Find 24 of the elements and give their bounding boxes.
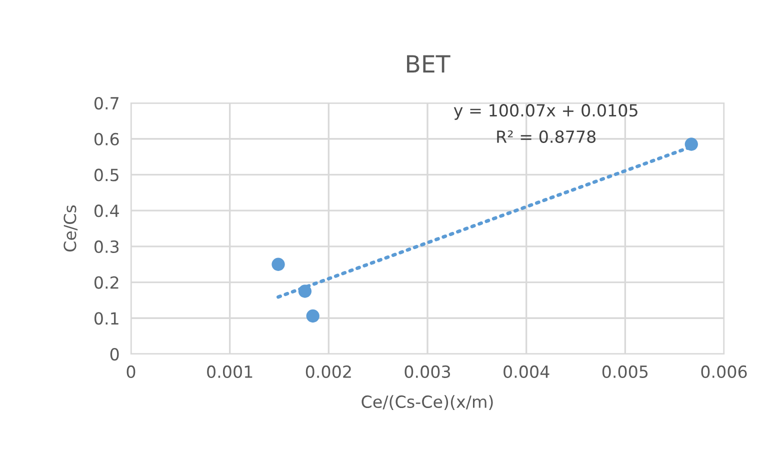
x-tick-label: 0.006 [701,365,747,378]
y-axis-title: Ce/Cs [64,205,78,252]
y-tick-label: 0.2 [94,276,118,289]
point [272,258,285,271]
y-tick-label: 0.6 [94,132,119,146]
y-tick-label: 0.1 [94,312,118,325]
point [298,284,312,298]
x-tick-label: 0.004 [504,365,550,378]
y-tick-label: 0.7 [94,96,118,110]
y-tick-label: 0.4 [94,204,119,218]
annotation: y = 100.07x + 0.0105 [454,104,638,120]
x-tick-label: 0 [126,365,136,378]
point [306,309,320,323]
point [684,138,698,151]
x-axis-title: Ce/(Cs-Ce)(x/m) [362,395,493,410]
x-tick-label: 0.002 [306,365,351,378]
y-tick-label: 0 [110,348,119,361]
x-tick-label: 0.005 [602,365,648,378]
y-tick-label: 0.3 [94,240,119,253]
x-tick-label: 0.003 [404,365,450,378]
x-tick-label: 0.001 [207,365,252,378]
chart-title: BET [407,55,450,72]
y-tick-label: 0.5 [94,168,118,182]
annotation: R² = 0.8778 [497,130,596,143]
